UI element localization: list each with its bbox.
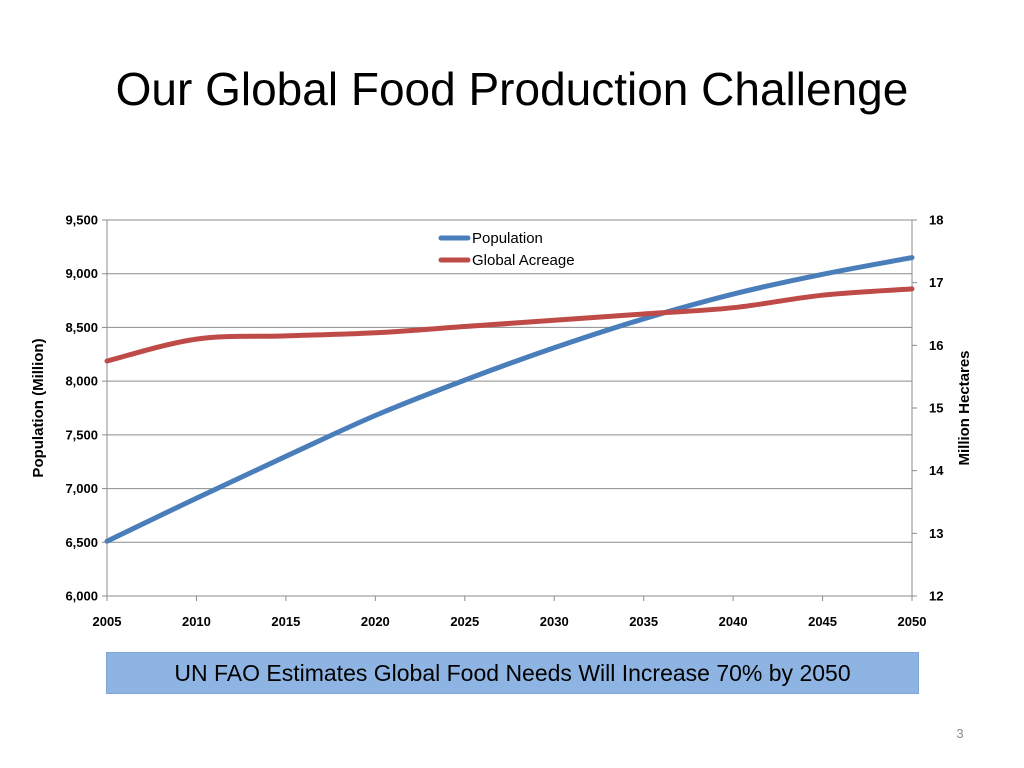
- gridlines: [107, 219, 912, 597]
- x-tick-label: 2045: [808, 614, 837, 629]
- y-tick-label: 9,500: [65, 213, 98, 228]
- fao-estimate-banner: UN FAO Estimates Global Food Needs Will …: [106, 652, 919, 694]
- slide-title: Our Global Food Production Challenge: [115, 63, 909, 115]
- x-tick-label: 2020: [361, 614, 390, 629]
- y-tick-label: 6,000: [65, 589, 98, 604]
- legend-population-label: Population: [472, 230, 543, 247]
- y-right-tick-label: 13: [929, 526, 943, 541]
- x-tick-label: 2015: [271, 614, 300, 629]
- banner-text: UN FAO Estimates Global Food Needs Will …: [174, 659, 851, 686]
- y-right-tick-label: 16: [929, 338, 943, 353]
- y-right-tick-label: 18: [929, 213, 943, 228]
- y-axis-right-title: Million Hectares: [956, 350, 973, 465]
- y-right-tick-label: 14: [929, 463, 944, 478]
- y-tick-label: 8,500: [65, 320, 98, 335]
- legend-global-acreage-label: Global Acreage: [472, 252, 575, 269]
- chart-series: [104, 255, 915, 544]
- y-tick-label: 9,000: [65, 266, 98, 281]
- x-tick-label: 2035: [629, 614, 658, 629]
- population-series-line: [104, 255, 915, 544]
- y-right-tick-label: 12: [929, 589, 943, 604]
- x-tick-label: 2050: [898, 614, 927, 629]
- acreage-series-line: [104, 286, 915, 364]
- y-tick-label: 6,500: [65, 535, 98, 550]
- x-tick-label: 2005: [93, 614, 122, 629]
- y-axis-left-title: Population (Million): [30, 338, 47, 477]
- x-tick-label: 2025: [450, 614, 479, 629]
- y-right-tick-label: 15: [929, 401, 943, 416]
- x-tick-label: 2040: [719, 614, 748, 629]
- chart-axes: 6,000 6,500 7,000 7,500 8,000 8,500 9,000 9,500…: [65, 213, 944, 630]
- page-number: 3: [956, 726, 964, 741]
- x-tick-label: 2010: [182, 614, 211, 629]
- y-tick-label: 7,500: [65, 427, 98, 442]
- y-tick-label: 7,000: [65, 481, 98, 496]
- chart-legend: Population Global Acreage: [438, 230, 575, 269]
- x-tick-label: 2030: [540, 614, 569, 629]
- y-right-tick-label: 17: [929, 275, 943, 290]
- y-tick-label: 8,000: [65, 374, 98, 389]
